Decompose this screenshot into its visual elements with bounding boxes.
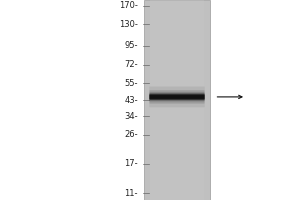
Text: 26-: 26- [124, 130, 138, 139]
FancyBboxPatch shape [149, 87, 205, 107]
Text: 34-: 34- [124, 112, 138, 121]
Text: 95-: 95- [124, 41, 138, 50]
Text: 11-: 11- [124, 189, 138, 198]
Text: 72-: 72- [124, 60, 138, 69]
Text: 43-: 43- [124, 96, 138, 105]
Text: 55-: 55- [124, 79, 138, 88]
FancyBboxPatch shape [149, 94, 205, 100]
Bar [150, 0, 204, 200]
FancyBboxPatch shape [149, 90, 205, 104]
Text: 17-: 17- [124, 159, 138, 168]
FancyBboxPatch shape [149, 93, 205, 101]
Text: 170-: 170- [119, 1, 138, 10]
Text: 130-: 130- [119, 20, 138, 29]
FancyBboxPatch shape [149, 95, 205, 99]
FancyBboxPatch shape [150, 95, 204, 99]
Bar [144, 0, 210, 200]
